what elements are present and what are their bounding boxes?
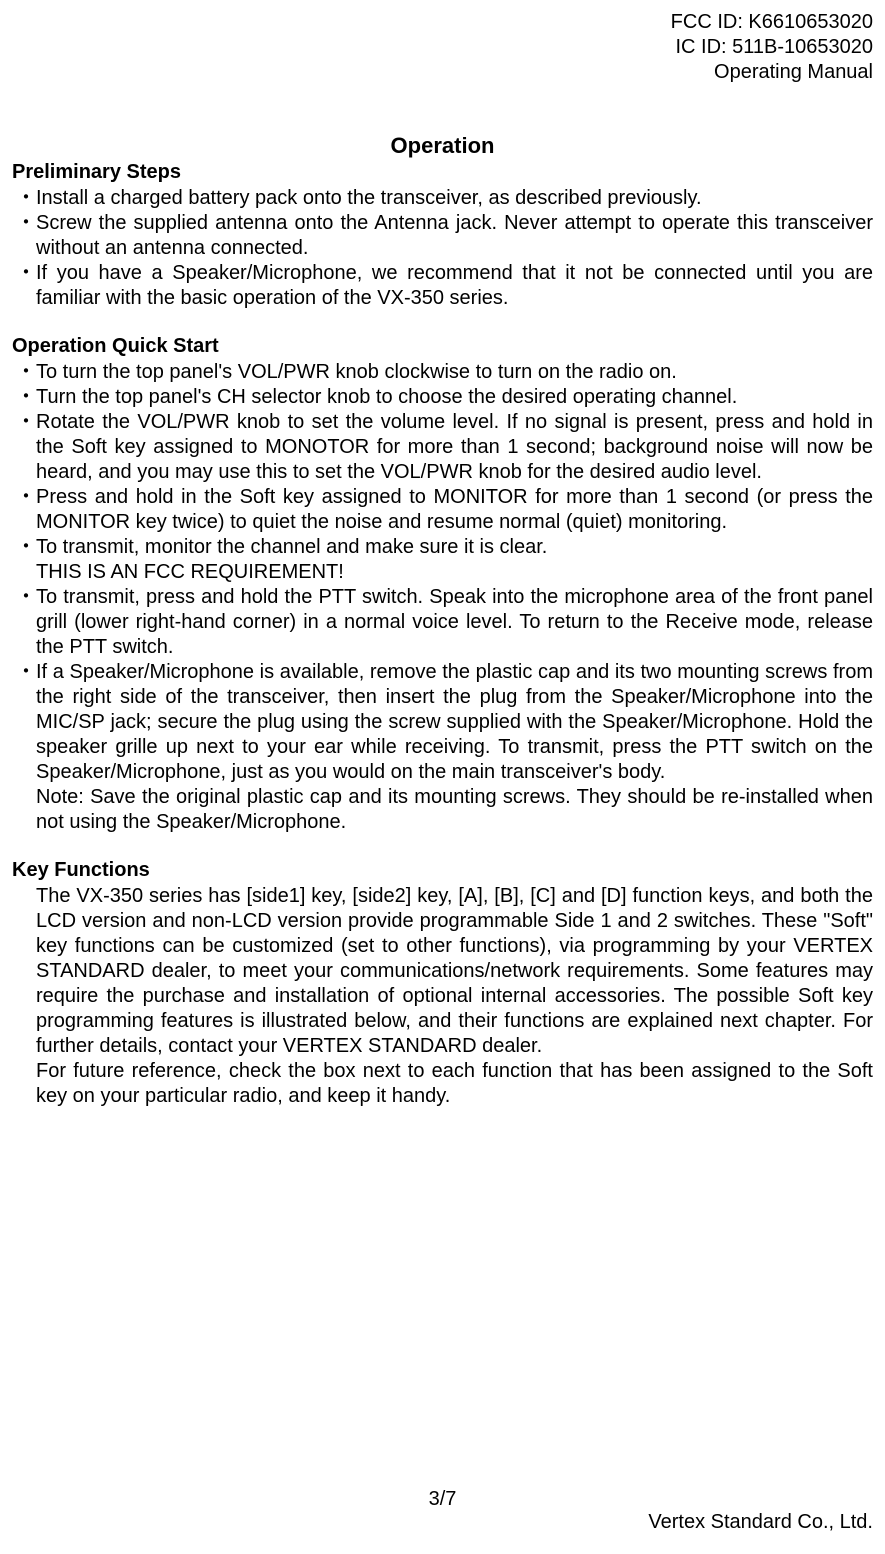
list-item-line: If a Speaker/Microphone is available, re…: [36, 660, 873, 785]
list-item-text: To transmit, press and hold the PTT swit…: [36, 585, 873, 660]
list-item-text: If a Speaker/Microphone is available, re…: [36, 660, 873, 835]
list-item-text: Press and hold in the Soft key assigned …: [36, 485, 873, 535]
list-quick-start: ・ To turn the top panel's VOL/PWR knob c…: [12, 360, 873, 835]
list-item: ・ To turn the top panel's VOL/PWR knob c…: [12, 360, 873, 385]
bullet-icon: ・: [12, 485, 36, 535]
list-item: ・ Turn the top panel's CH selector knob …: [12, 385, 873, 410]
page-footer: 3/7 Vertex Standard Co., Ltd.: [12, 1488, 873, 1534]
paragraph: For future reference, check the box next…: [36, 1059, 873, 1109]
note-line: Note: Save the original plastic cap and …: [36, 785, 873, 835]
list-item: ・ To transmit, press and hold the PTT sw…: [12, 585, 873, 660]
bullet-icon: ・: [12, 261, 36, 311]
paragraph: The VX-350 series has [side1] key, [side…: [36, 884, 873, 1059]
list-item: ・ Press and hold in the Soft key assigne…: [12, 485, 873, 535]
page-title: Operation: [12, 133, 873, 159]
list-item-text: To turn the top panel's VOL/PWR knob clo…: [36, 360, 873, 385]
bullet-icon: ・: [12, 535, 36, 585]
doc-type-line: Operating Manual: [12, 60, 873, 85]
page-number: 3/7: [12, 1488, 873, 1511]
list-item-text: To transmit, monitor the channel and mak…: [36, 535, 873, 585]
bullet-icon: ・: [12, 211, 36, 261]
bullet-icon: ・: [12, 410, 36, 485]
key-functions-body: The VX-350 series has [side1] key, [side…: [12, 884, 873, 1109]
ic-id-line: IC ID: 511B-10653020: [12, 35, 873, 60]
fcc-id-line: FCC ID: K6610653020: [12, 10, 873, 35]
bullet-icon: ・: [12, 186, 36, 211]
bullet-icon: ・: [12, 660, 36, 835]
list-item-line: To transmit, monitor the channel and mak…: [36, 535, 873, 560]
list-preliminary-steps: ・ Install a charged battery pack onto th…: [12, 186, 873, 311]
list-item: ・ To transmit, monitor the channel and m…: [12, 535, 873, 585]
list-item-text: If you have a Speaker/Microphone, we rec…: [36, 261, 873, 311]
fcc-requirement-line: THIS IS AN FCC REQUIREMENT!: [36, 560, 873, 585]
heading-preliminary-steps: Preliminary Steps: [12, 161, 873, 184]
bullet-icon: ・: [12, 385, 36, 410]
heading-quick-start: Operation Quick Start: [12, 335, 873, 358]
list-item: ・ If a Speaker/Microphone is available, …: [12, 660, 873, 835]
company-name: Vertex Standard Co., Ltd.: [12, 1511, 873, 1534]
bullet-icon: ・: [12, 585, 36, 660]
heading-key-functions: Key Functions: [12, 859, 873, 882]
list-item: ・ If you have a Speaker/Microphone, we r…: [12, 261, 873, 311]
list-item: ・ Install a charged battery pack onto th…: [12, 186, 873, 211]
document-header: FCC ID: K6610653020 IC ID: 511B-10653020…: [12, 10, 873, 85]
list-item-text: Turn the top panel's CH selector knob to…: [36, 385, 873, 410]
list-item-text: Rotate the VOL/PWR knob to set the volum…: [36, 410, 873, 485]
list-item: ・ Screw the supplied antenna onto the An…: [12, 211, 873, 261]
list-item-text: Screw the supplied antenna onto the Ante…: [36, 211, 873, 261]
list-item: ・ Rotate the VOL/PWR knob to set the vol…: [12, 410, 873, 485]
bullet-icon: ・: [12, 360, 36, 385]
list-item-text: Install a charged battery pack onto the …: [36, 186, 873, 211]
